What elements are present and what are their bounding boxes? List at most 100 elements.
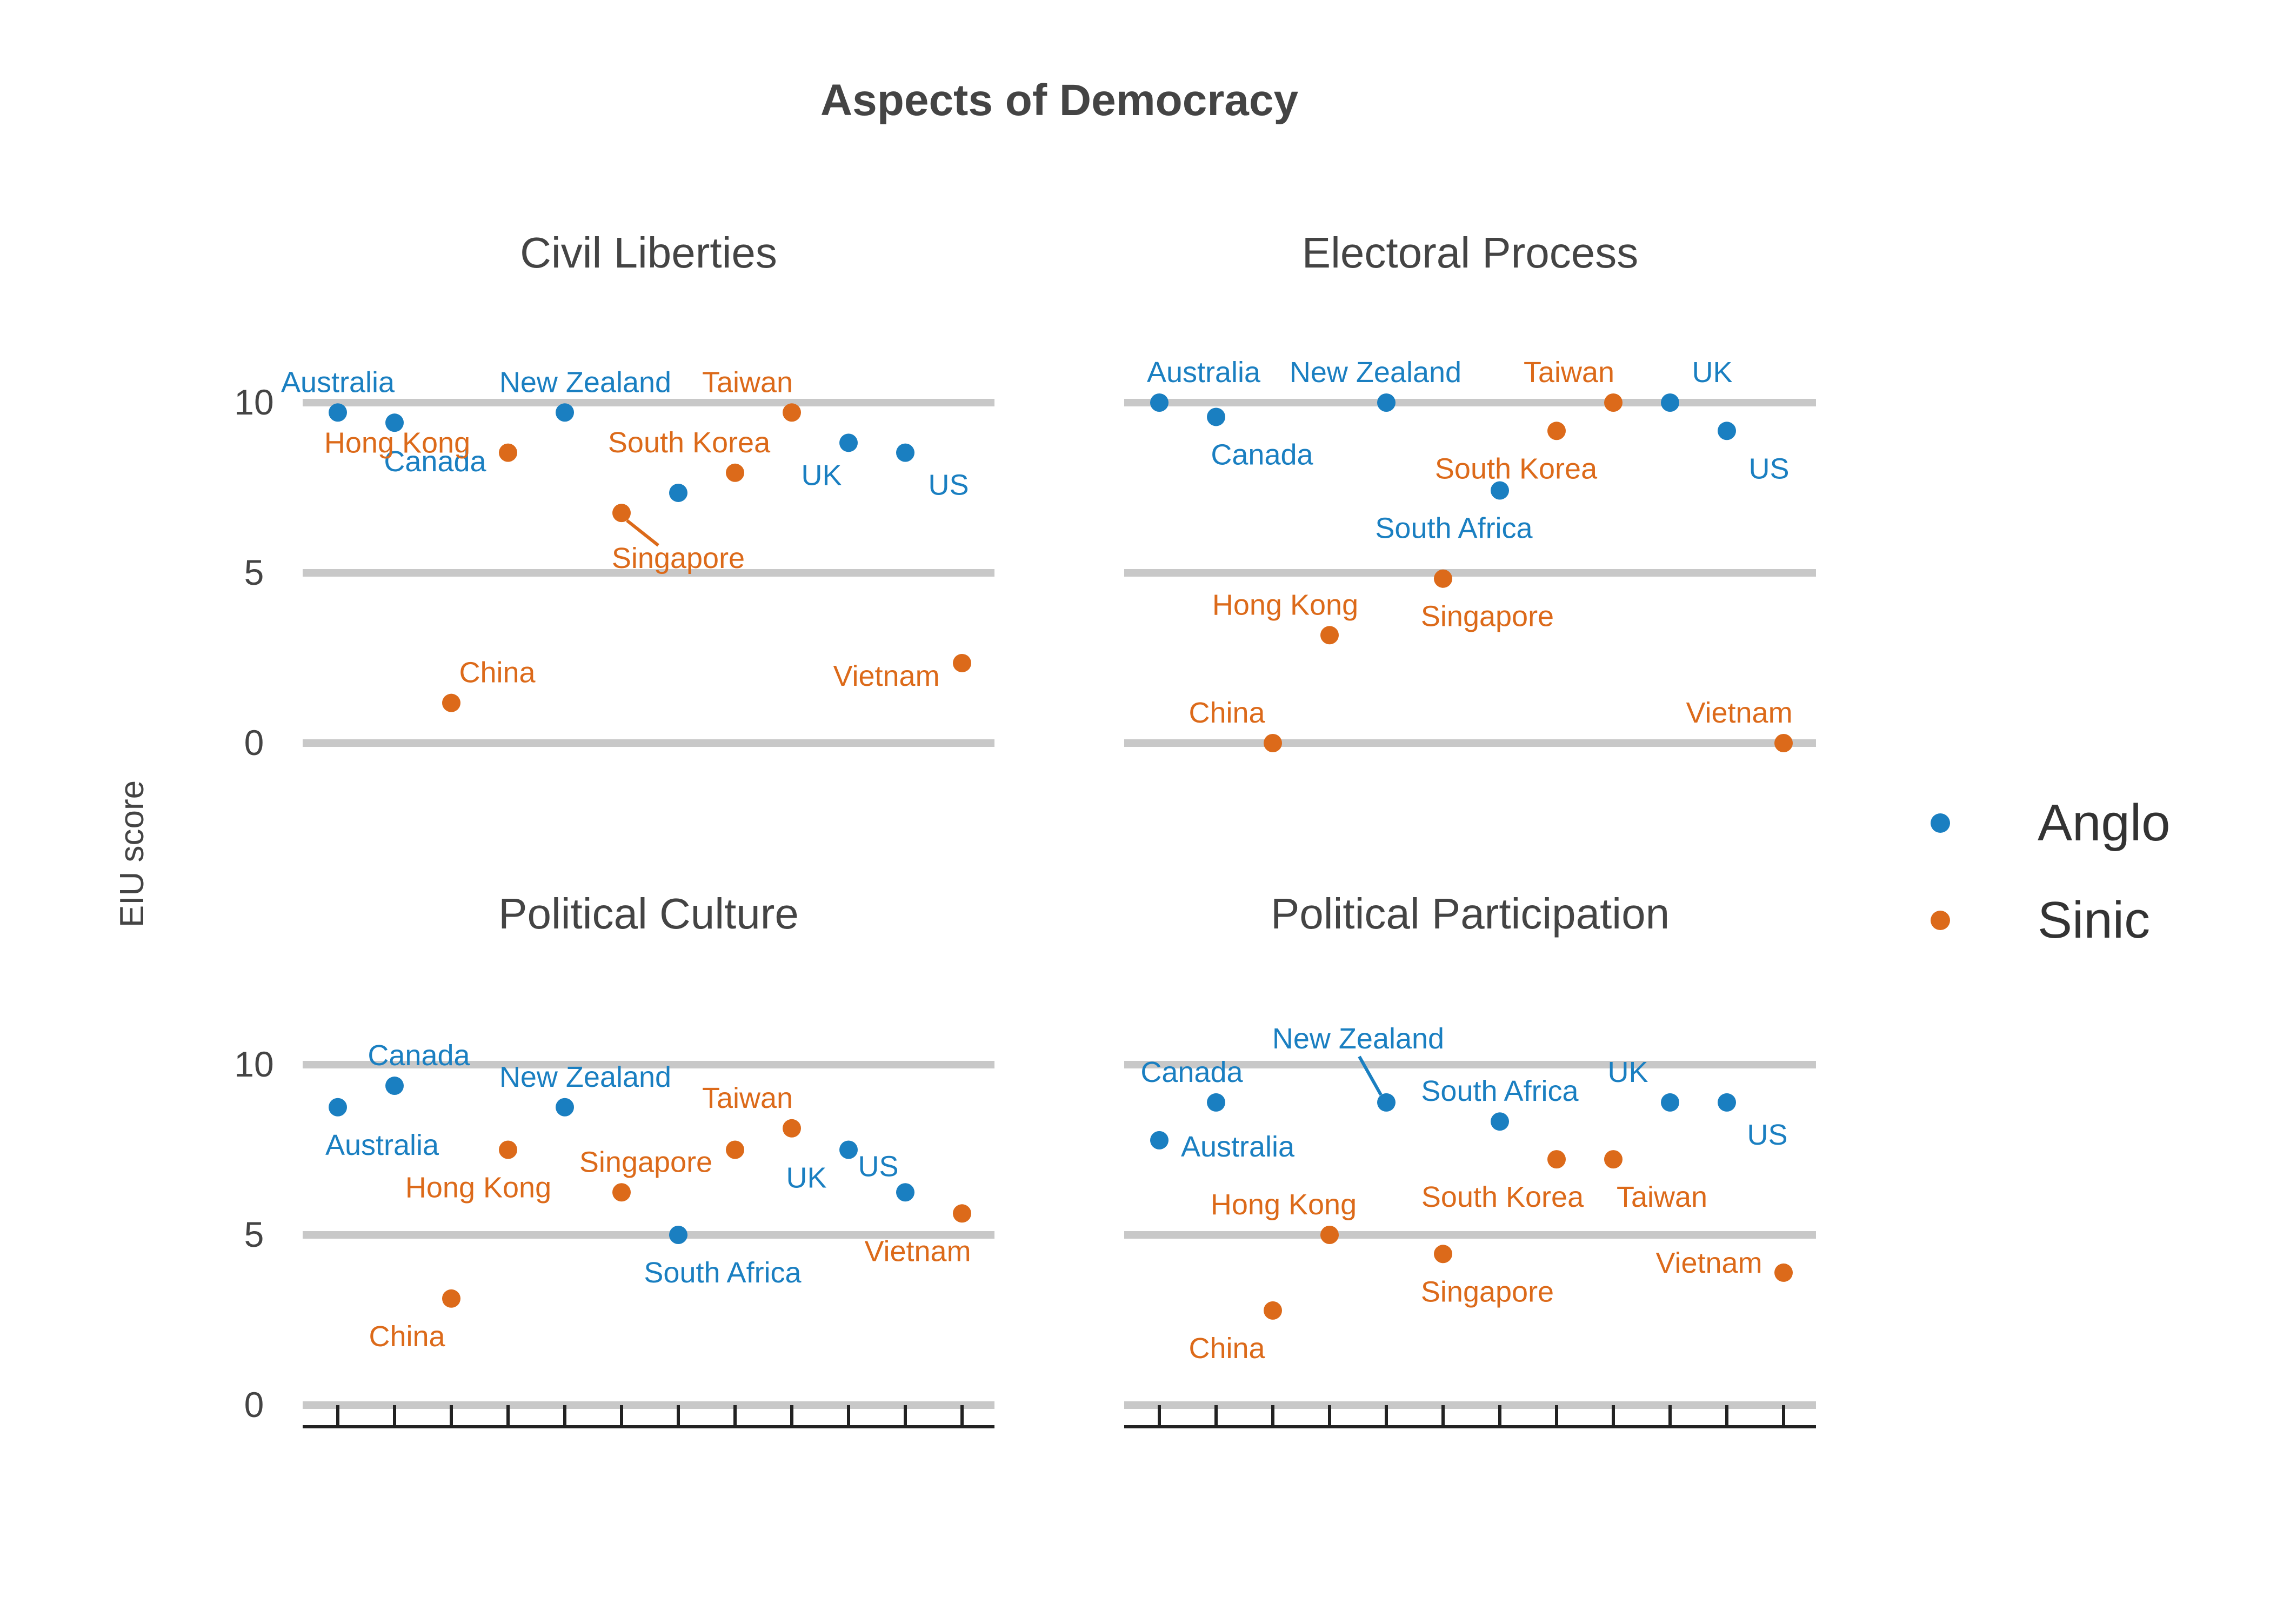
point-hong-kong	[1320, 1226, 1339, 1244]
point-south-korea	[726, 1140, 744, 1159]
point-label-south-korea: South Korea	[1435, 452, 1598, 485]
point-hong-kong	[499, 443, 517, 462]
point-south-korea	[1547, 422, 1566, 440]
point-label-china: China	[369, 1320, 445, 1353]
y-tick-label: 0	[244, 1385, 264, 1425]
point-canada	[1207, 1093, 1225, 1112]
point-us	[896, 443, 914, 462]
point-china	[442, 693, 460, 712]
panel-political-culture: Political Culture 0 5 10 Australia Canada Chin…	[234, 890, 994, 1428]
point-south-africa	[1491, 481, 1509, 500]
point-south-africa	[669, 483, 687, 502]
point-label-china: China	[1189, 697, 1265, 729]
point-label-hong-kong: Hong Kong	[1212, 589, 1358, 621]
point-label-new-zealand: New Zealand	[499, 1061, 671, 1093]
panel-political-participation: Political Participation Australia Canada Ch…	[1124, 890, 1816, 1428]
point-uk	[1661, 393, 1679, 412]
point-us	[1718, 422, 1736, 440]
point-label-us: US	[928, 469, 969, 502]
panel-title: Civil Liberties	[520, 229, 777, 277]
point-new-zealand	[556, 403, 574, 422]
y-tick-label: 10	[234, 1044, 273, 1084]
point-taiwan	[1604, 393, 1623, 412]
point-label-us: US	[1748, 452, 1789, 485]
point-south-africa	[669, 1226, 687, 1244]
point-label-australia: Australia	[1181, 1131, 1295, 1163]
point-uk	[839, 433, 858, 452]
point-label-south-africa: South Africa	[1421, 1075, 1579, 1107]
panel-civil-liberties: Civil Liberties 0 5 10 Australia Canada China H…	[234, 229, 994, 763]
point-singapore	[1434, 569, 1452, 588]
point-us	[896, 1183, 914, 1202]
point-label-china: China	[1189, 1332, 1265, 1365]
y-tick-label: 5	[244, 552, 264, 592]
point-label-hong-kong: Hong Kong	[324, 427, 470, 459]
point-label-singapore: Singapore	[1421, 600, 1554, 633]
point-uk	[839, 1140, 858, 1159]
point-south-africa	[1491, 1112, 1509, 1131]
point-label-uk: UK	[1692, 356, 1732, 389]
point-label-new-zealand: New Zealand	[499, 366, 671, 398]
point-label-south-korea: South Korea	[608, 426, 771, 459]
point-label-uk: UK	[1607, 1056, 1648, 1088]
legend-key-sinic	[1931, 911, 1950, 930]
label-leader	[1358, 1055, 1383, 1096]
point-label-hong-kong: Hong Kong	[1211, 1188, 1357, 1221]
point-label-canada: Canada	[1211, 438, 1313, 471]
point-canada	[1207, 407, 1225, 426]
point-label-us: US	[1747, 1119, 1787, 1151]
panel-title: Political Participation	[1271, 890, 1670, 938]
point-australia	[1150, 1131, 1169, 1150]
point-hong-kong	[499, 1140, 517, 1159]
point-label-singapore: Singapore	[612, 542, 745, 574]
point-label-canada: Canada	[1140, 1056, 1243, 1088]
chart-title: Aspects of Democracy	[820, 76, 1299, 125]
point-vietnam	[953, 653, 971, 672]
point-label-taiwan: Taiwan	[702, 366, 793, 398]
point-label-taiwan: Taiwan	[702, 1082, 793, 1114]
y-tick-label: 0	[244, 723, 264, 763]
point-label-australia: Australia	[281, 366, 395, 398]
point-label-vietnam: Vietnam	[833, 660, 939, 692]
legend: Anglo Sinic	[1931, 794, 2171, 949]
point-vietnam	[953, 1204, 971, 1223]
point-label-uk: UK	[801, 459, 842, 491]
legend-label-sinic: Sinic	[2038, 891, 2150, 949]
point-china	[1264, 734, 1282, 752]
point-label-australia: Australia	[1147, 356, 1261, 389]
point-label-china: China	[459, 657, 536, 689]
point-label-us: US	[858, 1150, 898, 1182]
point-label-vietnam: Vietnam	[1655, 1247, 1762, 1279]
point-vietnam	[1774, 734, 1793, 752]
point-canada	[385, 1077, 404, 1095]
point-new-zealand	[1377, 1093, 1396, 1112]
point-vietnam	[1774, 1263, 1793, 1282]
point-label-vietnam: Vietnam	[1686, 697, 1792, 729]
point-label-new-zealand: New Zealand	[1290, 356, 1461, 389]
point-label-new-zealand: New Zealand	[1272, 1022, 1444, 1055]
legend-key-anglo	[1931, 813, 1950, 833]
point-south-korea	[1547, 1150, 1566, 1169]
point-canada	[385, 413, 404, 432]
point-new-zealand	[556, 1098, 574, 1117]
point-china	[1264, 1301, 1282, 1320]
panel-title: Electoral Process	[1302, 229, 1638, 277]
point-south-korea	[726, 463, 744, 482]
point-taiwan	[1604, 1150, 1623, 1169]
point-label-canada: Canada	[384, 445, 486, 478]
point-new-zealand	[1377, 393, 1396, 412]
point-singapore	[612, 1183, 631, 1202]
point-label-taiwan: Taiwan	[1617, 1181, 1707, 1213]
point-label-canada: Canada	[368, 1039, 470, 1072]
point-australia	[329, 403, 347, 422]
point-taiwan	[783, 1119, 801, 1138]
point-australia	[1150, 393, 1169, 412]
point-hong-kong	[1320, 626, 1339, 645]
point-label-south-africa: South Africa	[1375, 512, 1533, 545]
panel-electoral-process: Electoral Process Australia Canada China Hon…	[1124, 229, 1816, 752]
point-label-south-korea: South Korea	[1421, 1181, 1584, 1213]
point-australia	[329, 1098, 347, 1117]
y-tick-label: 5	[244, 1214, 264, 1254]
panels: Civil Liberties 0 5 10 Australia Canada China H…	[234, 229, 1816, 1428]
